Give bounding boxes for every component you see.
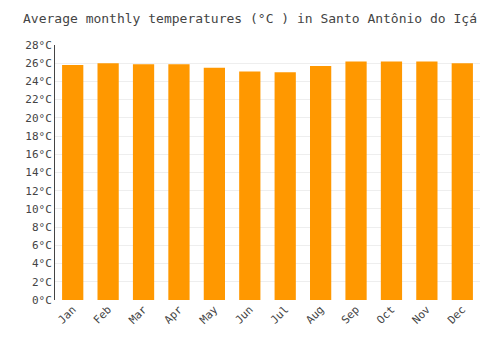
svg-text:0°C: 0°C	[32, 294, 52, 307]
svg-text:28°C: 28°C	[25, 39, 52, 52]
svg-text:Aug: Aug	[303, 303, 326, 326]
svg-text:24°C: 24°C	[25, 75, 52, 88]
svg-text:Dec: Dec	[445, 303, 468, 326]
svg-text:Jun: Jun	[233, 303, 256, 326]
svg-text:2°C: 2°C	[32, 276, 52, 289]
svg-text:8°C: 8°C	[32, 221, 52, 234]
svg-text:Average monthly temperatures (: Average monthly temperatures (°C ) in Sa…	[23, 11, 477, 26]
svg-text:Feb: Feb	[91, 303, 114, 326]
svg-text:20°C: 20°C	[25, 112, 52, 125]
svg-text:Nov: Nov	[410, 303, 434, 327]
svg-text:14°C: 14°C	[25, 166, 52, 179]
svg-text:Mar: Mar	[126, 303, 150, 327]
svg-text:16°C: 16°C	[25, 148, 52, 161]
svg-text:Apr: Apr	[162, 303, 186, 327]
svg-text:Oct: Oct	[374, 303, 397, 326]
svg-text:26°C: 26°C	[25, 57, 52, 70]
svg-text:Sep: Sep	[339, 303, 362, 326]
svg-text:12°C: 12°C	[25, 185, 52, 198]
svg-text:Jan: Jan	[55, 303, 78, 326]
svg-text:May: May	[197, 303, 221, 327]
svg-text:4°C: 4°C	[32, 257, 52, 270]
svg-text:10°C: 10°C	[25, 203, 52, 216]
svg-text:22°C: 22°C	[25, 93, 52, 106]
svg-text:18°C: 18°C	[25, 130, 52, 143]
svg-text:6°C: 6°C	[32, 239, 52, 252]
svg-text:Jul: Jul	[268, 303, 291, 326]
